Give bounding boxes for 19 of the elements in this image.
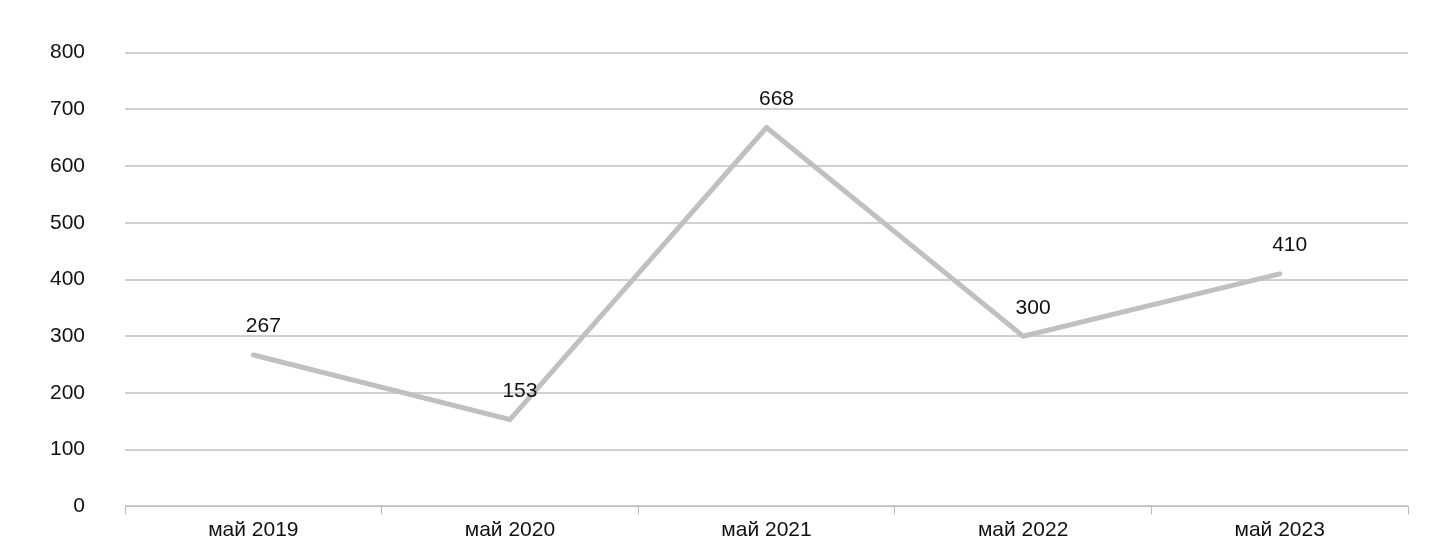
y-tick-label: 300	[49, 323, 86, 347]
x-tick-label: май 2023	[1234, 516, 1325, 540]
data-label: 153	[502, 377, 538, 401]
x-tick-label: май 2019	[208, 516, 299, 540]
x-tick-label: май 2021	[721, 516, 812, 540]
y-tick-label: 600	[49, 152, 86, 176]
y-tick-label: 200	[49, 379, 86, 403]
data-label: 267	[245, 313, 281, 337]
y-tick-label: 500	[49, 209, 86, 233]
y-tick-label: 0	[73, 493, 86, 517]
data-label: 410	[1272, 232, 1308, 256]
data-label: 300	[1015, 294, 1051, 318]
y-tick-label: 700	[49, 96, 86, 120]
data-label: 668	[759, 85, 795, 109]
y-tick-label: 400	[49, 266, 86, 290]
x-tick-label: май 2022	[977, 516, 1069, 540]
x-tick-label: май 2020	[464, 516, 556, 540]
y-tick-label: 800	[49, 39, 86, 63]
y-tick-label: 100	[49, 436, 86, 460]
